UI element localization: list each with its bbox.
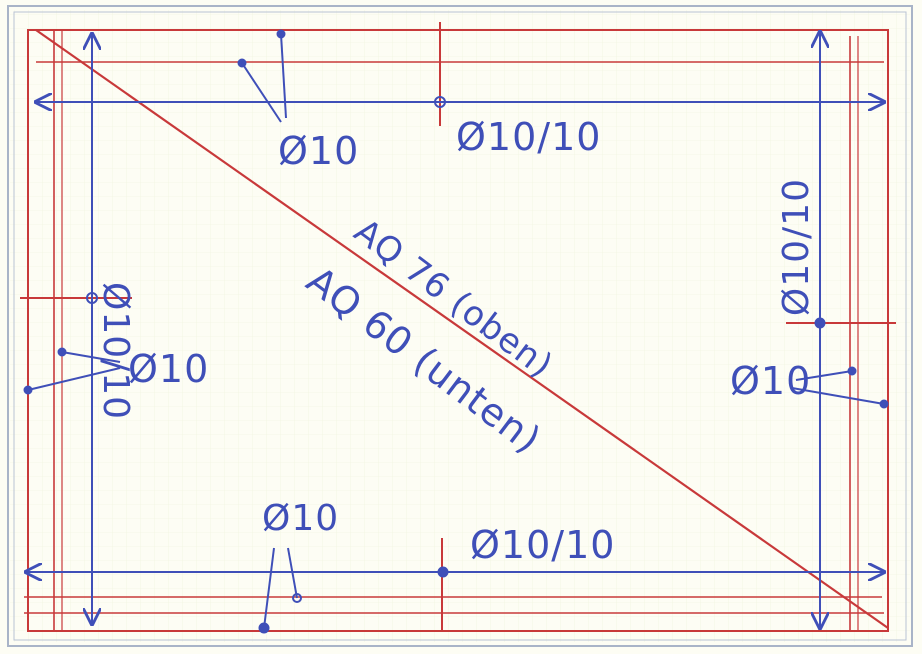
label-left-mesh: Ø10/10 <box>95 282 136 420</box>
label-right-mesh: Ø10/10 <box>776 178 817 316</box>
label-bottom-bar: Ø10 <box>262 498 339 539</box>
leader-left-b <box>27 367 121 391</box>
leader-right-b <box>791 387 885 405</box>
diagonal-divider <box>35 29 889 629</box>
slab-outer-edge <box>27 29 889 632</box>
point-right-mesh <box>814 317 826 329</box>
leader-lines <box>27 33 885 629</box>
label-right-bar: Ø10 <box>730 359 811 403</box>
label-top-bar: Ø10 <box>278 129 359 173</box>
label-top-mesh: Ø10/10 <box>456 115 601 159</box>
leader-bottom-a <box>263 547 275 629</box>
leader-bottom-b <box>287 547 298 599</box>
slab-outline <box>24 29 889 632</box>
sheet-border-inner <box>13 11 907 641</box>
point-left-mesh <box>86 292 98 304</box>
leader-right-a <box>795 370 853 381</box>
rebar-lines <box>26 32 884 628</box>
graph-grid <box>10 10 910 642</box>
leader-left-a <box>61 351 121 363</box>
point-top-mesh <box>434 96 446 108</box>
leader-top-b <box>241 62 282 123</box>
point-bottom-mesh <box>437 566 449 578</box>
leader-top-a <box>280 33 287 119</box>
sheet-border-outer <box>7 5 913 647</box>
label-bottom-mesh: Ø10/10 <box>470 523 615 567</box>
label-left-bar: Ø10 <box>128 347 209 391</box>
